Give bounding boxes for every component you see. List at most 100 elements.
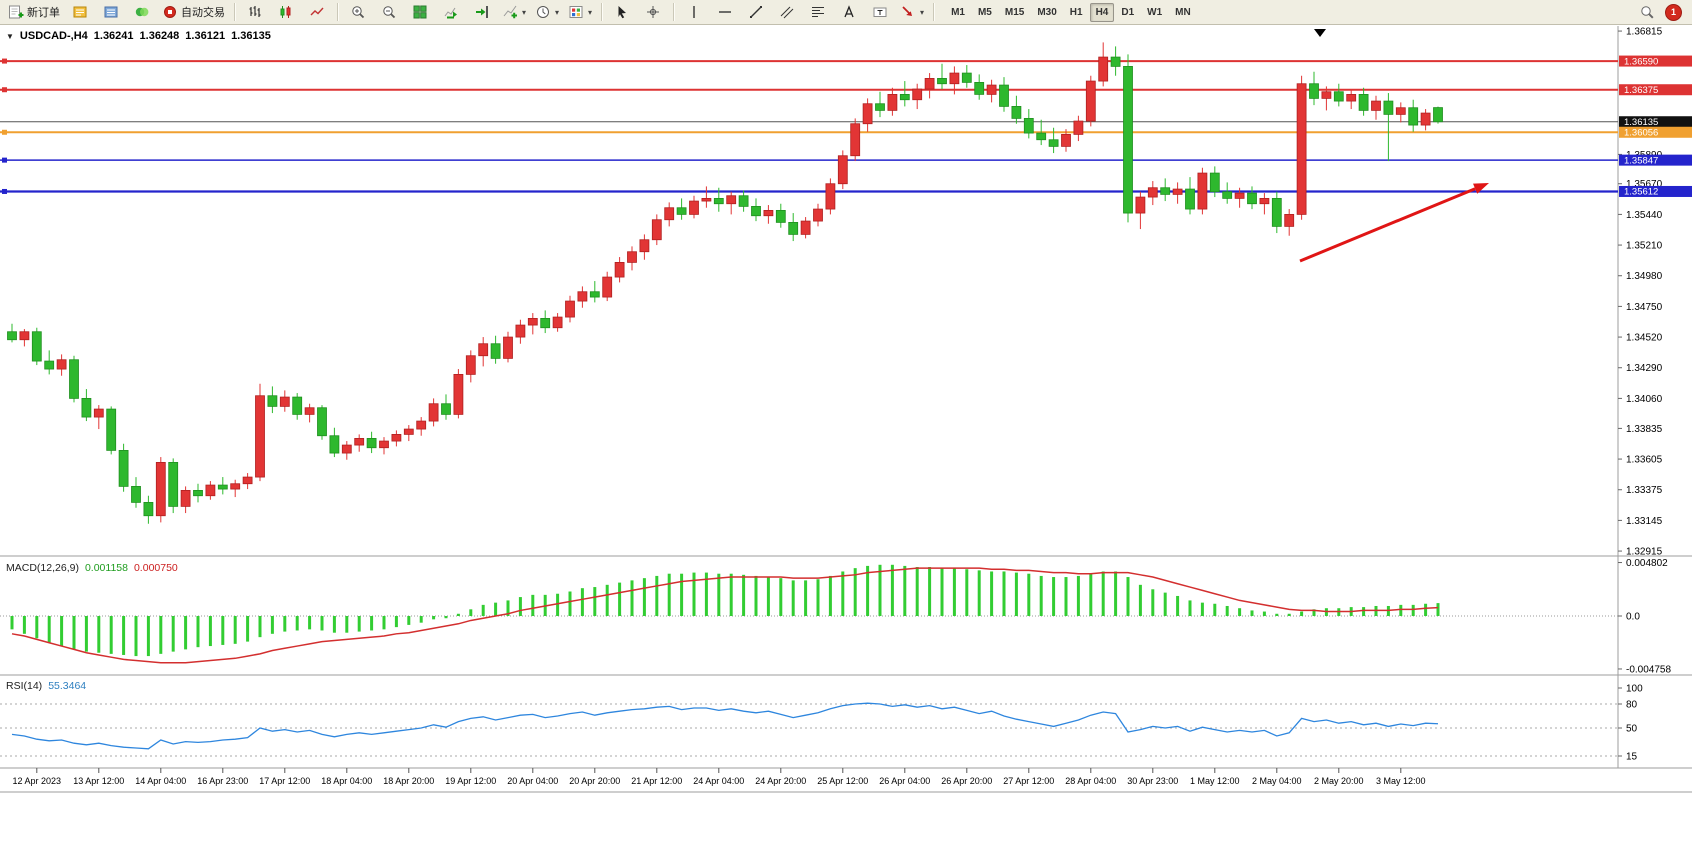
tab-h1[interactable]: H1 (1069, 6, 1083, 18)
macd-indicator-label: MACD(12,26,9) 0.001158 0.000750 (6, 562, 178, 574)
price-tick: 1.35210 (1626, 241, 1663, 252)
price-badge (1619, 84, 1692, 96)
tab-m15[interactable]: M15 (1004, 6, 1025, 18)
channel-button[interactable] (772, 1, 802, 23)
tab-m30[interactable]: M30 (1037, 6, 1057, 18)
indicators-dropdown-arrow: ▾ (522, 7, 527, 17)
svg-text:1.35847: 1.35847 (1624, 155, 1658, 166)
candles-layer (7, 42, 1443, 524)
svg-text:1.36056: 1.36056 (1624, 127, 1658, 138)
data-window-button[interactable] (96, 1, 126, 23)
zoom-out-button[interactable] (374, 1, 404, 23)
tab-d1[interactable]: D1 (1121, 6, 1135, 18)
chevron-down-icon[interactable]: ▼ (6, 31, 14, 41)
cursor-icon (618, 6, 627, 19)
svg-text:50: 50 (1626, 724, 1638, 735)
time-tick-label: 27 Apr 12:00 (1003, 776, 1054, 786)
toolbar-separator (933, 3, 935, 21)
vertical-line-icon (693, 6, 695, 18)
macd-name: MACD(12,26,9) (6, 562, 79, 574)
search-button[interactable] (1632, 1, 1662, 23)
horizontal-line-icon (719, 11, 732, 13)
main-toolbar: 新订单 自动交易 (0, 0, 1692, 25)
svg-text:0.004802: 0.004802 (1626, 558, 1668, 569)
trendline-button[interactable] (741, 1, 771, 23)
fibonacci-button[interactable] (803, 1, 833, 23)
auto-scroll-button[interactable] (436, 1, 466, 23)
templates-icon (569, 6, 583, 18)
chart-window: ▼ USDCAD-,H4 1.36241 1.36248 1.36121 1.3… (0, 26, 1692, 856)
text-label-button[interactable] (865, 1, 895, 23)
autotrading-icon (164, 6, 176, 18)
tab-w1[interactable]: W1 (1147, 6, 1163, 18)
line-chart-button[interactable] (302, 1, 332, 23)
indicators-icon (503, 5, 517, 19)
time-tick-label: 20 Apr 04:00 (507, 776, 558, 786)
tab-m1[interactable]: M1 (951, 6, 965, 18)
notification-badge[interactable]: 1 (1665, 3, 1682, 21)
price-tick: 1.34290 (1626, 363, 1663, 374)
time-tick-label: 25 Apr 12:00 (817, 776, 868, 786)
macd-main-value: 0.001158 (84, 562, 128, 574)
periods-dropdown-arrow: ▾ (555, 7, 560, 17)
price-tick: 1.36815 (1626, 27, 1663, 38)
market-watch-button[interactable] (65, 1, 95, 23)
tab-mn[interactable]: MN (1175, 6, 1191, 18)
time-tick-label: 28 Apr 04:00 (1065, 776, 1116, 786)
rsi-line (11, 702, 1439, 750)
ohlc-low: 1.36121 (185, 30, 226, 42)
price-tick: 1.35440 (1626, 210, 1663, 221)
ohlc-open: 1.36241 (93, 30, 134, 42)
chart-shift-icon (476, 6, 488, 18)
price-level-lines[interactable] (0, 58, 1618, 194)
periods-button[interactable]: ▾ (531, 1, 563, 23)
line-handle (2, 58, 7, 64)
zoom-in-button[interactable] (343, 1, 373, 23)
navigator-icon (135, 7, 149, 17)
time-tick-label: 18 Apr 20:00 (383, 776, 434, 786)
svg-text:1.35612: 1.35612 (1624, 187, 1658, 198)
tab-m5[interactable]: M5 (977, 6, 992, 18)
search-icon (1641, 6, 1654, 19)
trend-arrow[interactable] (1299, 183, 1489, 263)
chart-shift-marker[interactable] (1314, 29, 1326, 37)
text-button[interactable] (834, 1, 864, 23)
crosshair-button[interactable] (638, 1, 668, 23)
time-tick-label: 16 Apr 23:00 (197, 776, 248, 786)
time-tick-label: 1 May 12:00 (1190, 776, 1240, 786)
price-badge (1619, 185, 1692, 197)
horizontal-line-button[interactable] (710, 1, 740, 23)
price-tick: 1.32915 (1626, 547, 1663, 558)
timeframe-group: M1 M5 M15 M30 H1 H4 D1 W1 MN (945, 2, 1197, 22)
indicators-button[interactable]: ▾ (498, 1, 530, 23)
line-handle (2, 87, 7, 93)
price-badges (1619, 55, 1692, 197)
price-tick: 1.33835 (1626, 424, 1663, 435)
vertical-line-button[interactable] (679, 1, 709, 23)
data-window-icon (104, 6, 118, 18)
arrows-button[interactable]: ▾ (896, 1, 928, 23)
tab-h4[interactable]: H4 (1089, 2, 1115, 22)
ohlc-close: 1.36135 (231, 30, 271, 42)
toolbar-separator (673, 3, 675, 21)
cursor-button[interactable] (607, 1, 637, 23)
bar-chart-button[interactable] (240, 1, 270, 23)
autotrading-button[interactable]: 自动交易 (158, 1, 229, 23)
tile-windows-icon (413, 5, 427, 19)
macd-signal-line (11, 567, 1439, 664)
templates-button[interactable]: ▾ (564, 1, 596, 23)
bar-chart-icon (249, 6, 261, 17)
tile-windows-button[interactable] (405, 1, 435, 23)
line-handle (2, 129, 7, 135)
price-badge (1619, 126, 1692, 138)
chart-canvas[interactable]: 1.368151.358901.356701.354401.352101.349… (0, 26, 1692, 856)
candlestick-chart-button[interactable] (271, 1, 301, 23)
time-tick-label: 21 Apr 12:00 (631, 776, 682, 786)
new-order-button[interactable]: 新订单 (4, 1, 64, 23)
rsi-value: 55.3464 (48, 680, 87, 692)
navigator-button[interactable] (127, 1, 157, 23)
price-tick: 1.34750 (1626, 302, 1663, 313)
chart-shift-button[interactable] (467, 1, 497, 23)
time-tick-label: 26 Apr 20:00 (941, 776, 992, 786)
svg-text:15: 15 (1626, 752, 1638, 763)
